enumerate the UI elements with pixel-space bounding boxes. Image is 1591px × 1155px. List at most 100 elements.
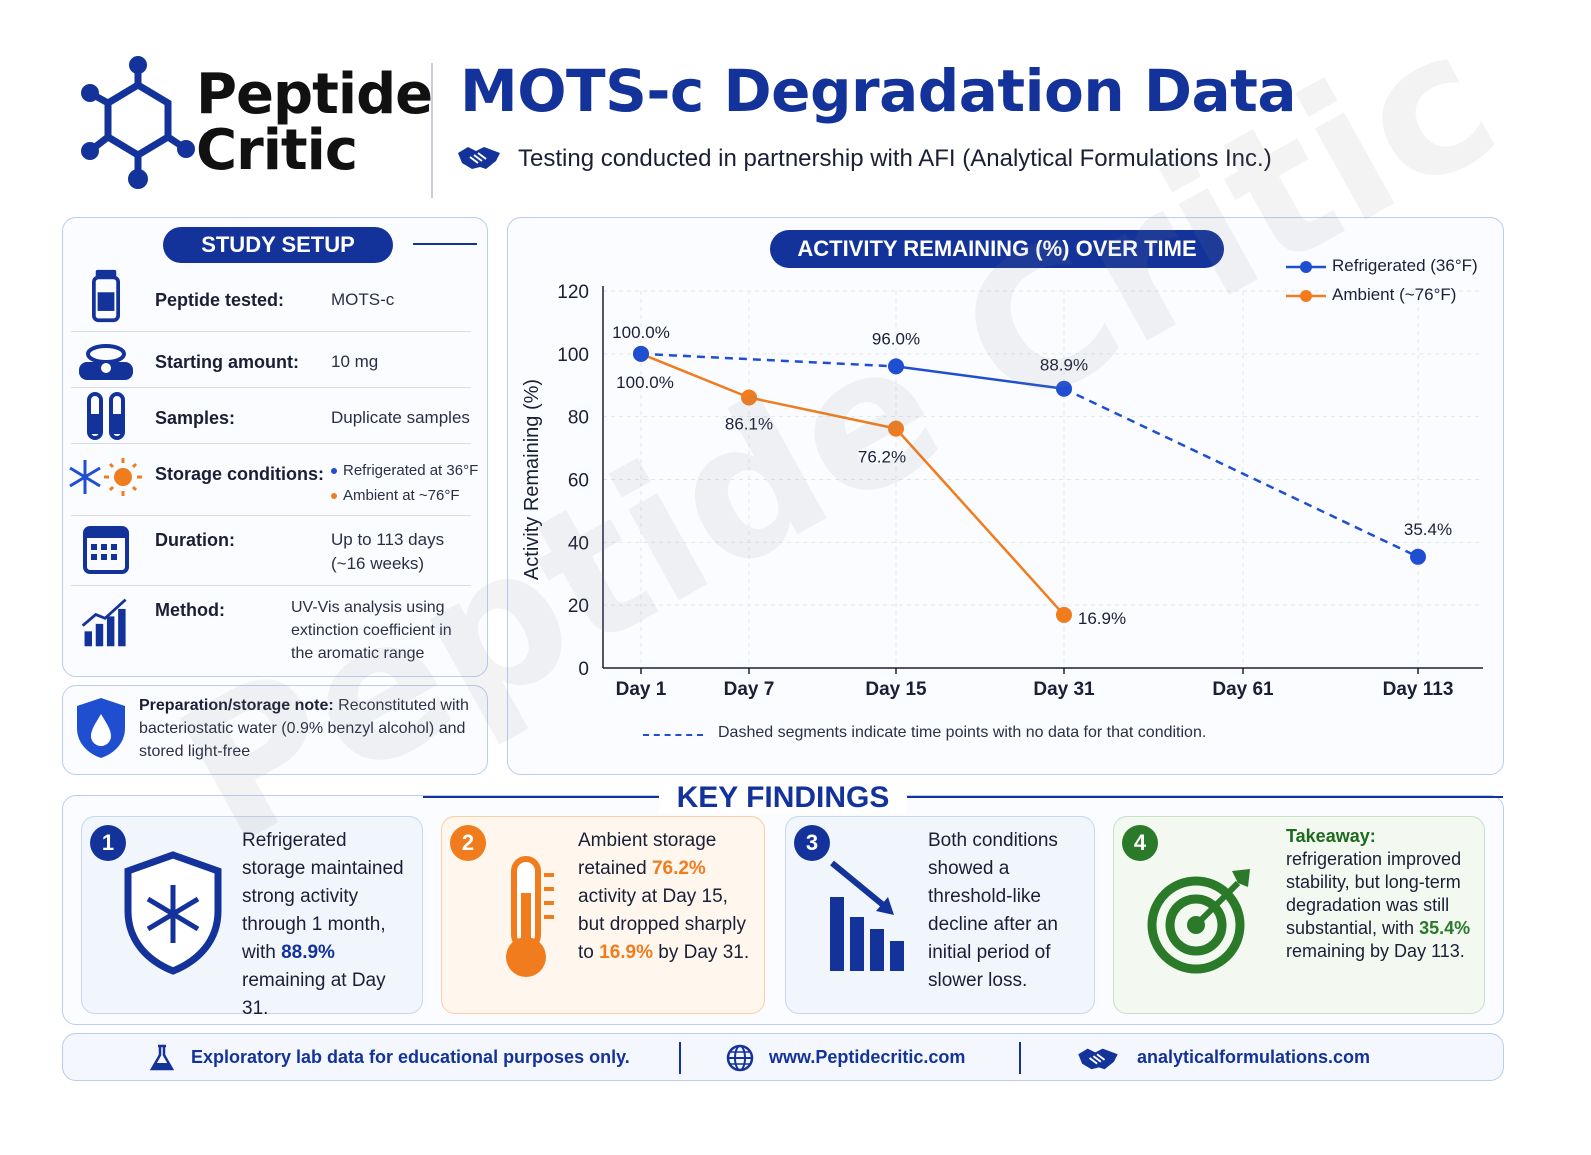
data-point [633, 345, 649, 362]
dashed-segment [1063, 387, 1419, 558]
finding-text-part: remaining by Day 113. [1286, 941, 1465, 961]
setup-label: Storage conditions: [155, 464, 325, 484]
finding-highlight: 76.2% [651, 858, 706, 879]
setup-row-amount: Starting amount: 10 mg [71, 332, 471, 388]
finding-card-3: 3 Both conditions showed a threshold-lik… [785, 816, 1095, 1014]
y-tick-label: 0 [578, 659, 589, 680]
finding-card-4: 4 Takeaway: refrigeration improved stabi… [1113, 816, 1485, 1014]
data-point [1410, 548, 1426, 565]
finding-text: Both conditions showed a threshold-like … [928, 827, 1088, 995]
page-title: MOTS-c Degradation Data [460, 57, 1297, 125]
preparation-note-text: Preparation/storage note: Reconstituted … [139, 694, 479, 763]
condition-text: Ambient at ~76°F [343, 487, 460, 504]
y-tick-label: 100 [557, 345, 589, 366]
y-tick-label: 60 [568, 471, 589, 492]
dashed-segment [640, 352, 897, 368]
scale-icon [79, 344, 133, 380]
refrigerated-dot [331, 468, 337, 475]
chart-growth-icon [81, 598, 127, 647]
brand-name-line1: Peptide [196, 62, 433, 127]
findings-rule [423, 796, 1503, 798]
series-segment [640, 352, 750, 399]
vial-icon [92, 269, 120, 323]
setup-row-storage: Storage conditions: Refrigerated at 36°F… [69, 444, 478, 516]
chart-title: ACTIVITY REMAINING (%) OVER TIME [770, 230, 1224, 268]
partner-url[interactable]: analyticalformulations.com [1137, 1047, 1371, 1067]
y-tick-label: 40 [568, 533, 589, 554]
data-label: 100.0% [616, 373, 674, 392]
data-label: 100.0% [612, 323, 670, 342]
setup-value: MOTS-c [331, 290, 395, 309]
handshake-icon [1078, 1048, 1118, 1070]
y-axis-label: Activity Remaining (%) [521, 379, 543, 580]
legend-swatch-ambient [1286, 290, 1326, 302]
series-segment [895, 365, 1065, 390]
brand-wordmark: Peptide Critic [196, 62, 433, 179]
x-tick-label: Day 15 [865, 679, 927, 700]
setup-row-peptide: Peptide tested: MOTS-c [71, 264, 471, 332]
data-point [1056, 606, 1072, 623]
shield-snowflake-icon [124, 851, 222, 975]
footer-disclaimer: Exploratory lab data for educational pur… [147, 1034, 630, 1082]
series-segment [895, 427, 1065, 616]
finding-number: 3 [794, 825, 830, 861]
activity-line-chart: 0 20 40 60 80 100 120 Day 1 Day 7 Day 15 Day 31 Day… [521, 282, 1483, 700]
site-url[interactable]: www.Peptidecritic.com [769, 1047, 966, 1067]
finding-number: 4 [1122, 825, 1158, 861]
footer-separator [679, 1042, 681, 1074]
note-body: Reconstituted with bacteriostatic water … [139, 697, 469, 760]
data-label: 96.0% [872, 329, 920, 348]
globe-icon [726, 1044, 754, 1072]
data-label: 88.9% [1040, 356, 1088, 375]
finding-text: Refrigerated storage maintained strong a… [242, 827, 414, 1023]
data-point [1056, 380, 1072, 397]
y-tick-label: 20 [568, 596, 589, 617]
setup-label: Peptide tested: [155, 290, 285, 310]
finding-text-part: Refrigerated storage maintained strong a… [242, 830, 404, 963]
legend-label: Refrigerated (36°F) [1332, 256, 1478, 275]
footer-site-link[interactable]: www.Peptidecritic.com [725, 1034, 965, 1082]
ambient-dot [331, 493, 337, 500]
data-label: 16.9% [1078, 609, 1126, 628]
x-tick-label: Day 31 [1033, 679, 1095, 700]
footer-partner-link[interactable]: analyticalformulations.com [1073, 1034, 1370, 1082]
setup-label: Samples: [155, 408, 236, 428]
finding-card-1: 1 Refrigerated storage maintained strong… [81, 816, 423, 1019]
finding-text-part: Both conditions showed a threshold-like … [928, 830, 1058, 991]
setup-label: Method: [155, 600, 225, 620]
dashed-line-sample [643, 734, 703, 736]
handshake-icon [458, 147, 500, 169]
data-label: 86.1% [725, 415, 773, 434]
setup-value: UV-Vis analysis using extinction coeffic… [291, 596, 452, 665]
data-label: 76.2% [858, 448, 906, 467]
finding-number: 1 [90, 825, 126, 861]
study-setup-heading: STUDY SETUP [163, 227, 393, 263]
setup-label: Duration: [155, 530, 235, 550]
finding-highlight: 16.9% [599, 942, 653, 963]
setup-value: Up to 113 days (~16 weeks) [331, 528, 444, 576]
page-subtitle: Testing conducted in partnership with AF… [518, 145, 1272, 172]
takeaway-label: Takeaway: [1286, 826, 1376, 846]
x-tick-label: Day 1 [616, 679, 667, 700]
condition-refrigerated: Refrigerated at 36°F [331, 458, 478, 483]
data-point [888, 420, 904, 437]
x-tick-label: Day 61 [1212, 679, 1274, 700]
header-divider [431, 63, 433, 198]
data-point [741, 389, 757, 406]
finding-text-part: Ambient storage retained [578, 830, 717, 879]
setup-row-duration: Duration: Up to 113 days (~16 weeks) [71, 516, 471, 586]
finding-text: Ambient storage retained 76.2% activity … [578, 827, 756, 967]
x-tick-label: Day 113 [1383, 679, 1454, 700]
setup-value: 10 mg [331, 352, 379, 371]
study-setup-panel: STUDY SETUP Peptide tested: MOTS-c Start… [62, 217, 488, 677]
duration-line2: (~16 weeks) [331, 554, 425, 573]
data-label: 35.4% [1404, 520, 1452, 539]
duration-line1: Up to 113 days [331, 530, 445, 549]
flask-icon [149, 1044, 175, 1071]
setup-value: Duplicate samples [331, 408, 470, 427]
method-line3: the aromatic range [291, 645, 425, 662]
setup-row-method: Method: UV-Vis analysis using extinction… [71, 586, 471, 672]
key-findings-heading: KEY FINDINGS [63, 781, 1503, 815]
header: Peptide Critic MOTS-c Degradation Data T… [78, 55, 1508, 205]
test-tubes-icon [87, 392, 125, 440]
